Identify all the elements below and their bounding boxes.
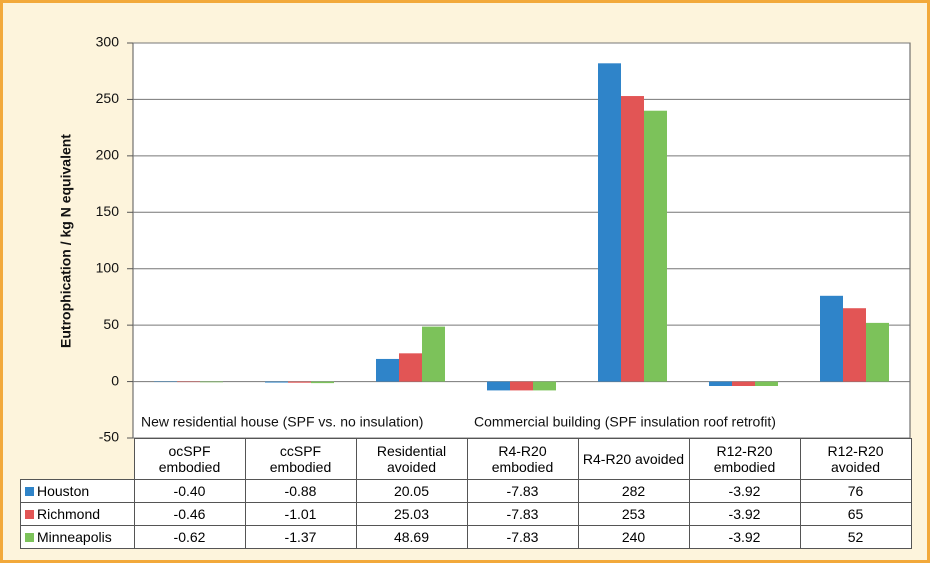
series-name: Minneapolis (37, 529, 112, 545)
bar (598, 63, 621, 382)
legend-entry: Richmond (20, 502, 135, 526)
value-cell: 20.05 (355, 479, 468, 503)
legend-swatch (25, 487, 34, 496)
chart: Eutrophication / kg N equivalent -50 0 50 1… (58, 34, 911, 445)
bar (288, 381, 311, 383)
category-label: ocSPF embodied (133, 438, 246, 480)
category-label: R4-R20 avoided (577, 438, 690, 480)
value-cell: 25.03 (355, 502, 468, 526)
bar (843, 308, 866, 382)
y-tick-label: 0 (111, 372, 119, 388)
bar (487, 381, 510, 391)
bar (644, 110, 667, 382)
y-tick-label: 250 (96, 90, 120, 106)
value-cell: 76 (799, 479, 912, 503)
y-tick-label: 200 (96, 147, 120, 163)
category-label: R12-R20 avoided (799, 438, 912, 480)
value-cell: -0.62 (133, 525, 246, 549)
value-cell: 65 (799, 502, 912, 526)
bar (200, 381, 223, 383)
bar (510, 381, 533, 391)
value-cell: 253 (577, 502, 690, 526)
bar (866, 322, 889, 382)
value-cell: 52 (799, 525, 912, 549)
bar (265, 381, 288, 383)
legend-swatch (25, 510, 34, 519)
y-tick-label: 50 (103, 316, 119, 332)
legend-entry: Houston (20, 479, 135, 503)
value-cell: -3.92 (688, 502, 801, 526)
bar (709, 381, 732, 386)
value-cell: -0.88 (244, 479, 357, 503)
bar (422, 326, 445, 382)
annotation: Commercial building (SPF insulation roof… (474, 414, 776, 430)
plot-area (132, 42, 911, 439)
bar (533, 381, 556, 391)
value-cell: -7.83 (466, 502, 579, 526)
legend-entry: Minneapolis (20, 525, 135, 549)
table-corner (21, 439, 135, 480)
value-cell: 48.69 (355, 525, 468, 549)
value-cell: -1.01 (244, 502, 357, 526)
y-axis-label: Eutrophication / kg N equivalent (58, 134, 74, 348)
value-cell: -3.92 (688, 525, 801, 549)
bar (621, 96, 644, 382)
table-row: Minneapolis -0.62 -1.37 48.69 -7.83 240 -3.92 5… (20, 525, 912, 549)
bar (376, 358, 399, 382)
table-header-row: ocSPF embodied ccSPF embodied Residential … (21, 438, 912, 480)
y-tick-label: 300 (96, 34, 120, 50)
value-cell: 282 (577, 479, 690, 503)
y-tick-label: 100 (96, 259, 120, 275)
annotation: New residential house (SPF vs. no insula… (141, 414, 423, 430)
value-cell: -7.83 (466, 525, 579, 549)
category-label: Residential avoided (355, 438, 468, 480)
series-name: Houston (37, 483, 90, 499)
y-tick-label: 150 (96, 203, 120, 219)
value-cell: -0.46 (133, 502, 246, 526)
value-cell: 240 (577, 525, 690, 549)
value-cell: -0.40 (133, 479, 246, 503)
y-tick-label: -50 (99, 429, 119, 445)
table-row: Houston -0.40 -0.88 20.05 -7.83 282 -3.92 76 (20, 479, 912, 503)
bar (755, 381, 778, 386)
value-cell: -1.37 (244, 525, 357, 549)
bar (399, 353, 422, 382)
bar (177, 381, 200, 383)
bar (732, 381, 755, 386)
category-label: ccSPF embodied (244, 438, 357, 480)
series-name: Richmond (37, 506, 101, 522)
bar (311, 381, 334, 384)
table-row: Richmond -0.46 -1.01 25.03 -7.83 253 -3.92 65 (20, 502, 912, 526)
data-table: ocSPF embodied ccSPF embodied Residential … (20, 438, 912, 549)
value-cell: -3.92 (688, 479, 801, 503)
legend-swatch (25, 533, 34, 542)
bar (820, 295, 843, 382)
category-label: R4-R20 embodied (466, 438, 579, 480)
value-cell: -7.83 (466, 479, 579, 503)
category-label: R12-R20 embodied (688, 438, 801, 480)
